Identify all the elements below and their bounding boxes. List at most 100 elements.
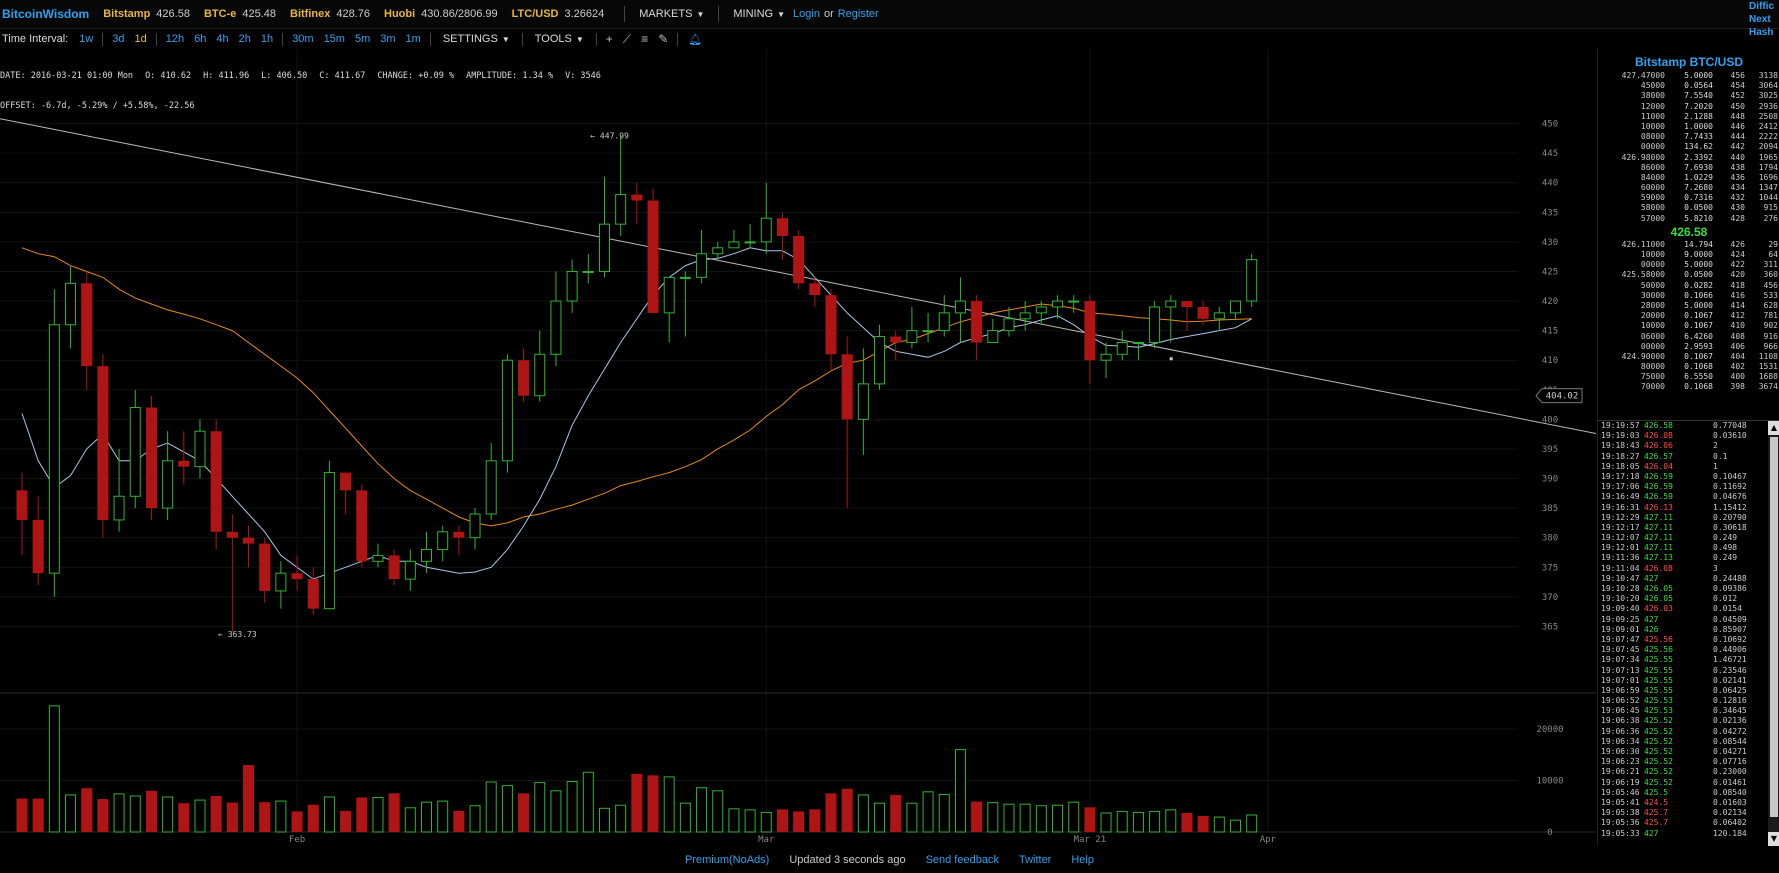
horizontal-lines-icon[interactable]: ≡ <box>641 32 649 46</box>
trade-amount: 0.01461 <box>1713 777 1747 787</box>
mining-menu[interactable]: MINING ▼ <box>733 8 786 20</box>
interval-1h[interactable]: 1h <box>260 33 274 45</box>
bid-row[interactable]: 10000 0.1067 410 902 <box>1598 321 1779 331</box>
premium-link[interactable]: Premium(NoAds) <box>685 853 770 866</box>
bid-row[interactable]: 80000 0.1068 402 1531 <box>1598 362 1779 372</box>
bid-row[interactable]: 75000 6.5550 400 1688 <box>1598 372 1779 382</box>
interval-12h[interactable]: 12h <box>165 33 185 45</box>
interval-15m[interactable]: 15m <box>323 33 345 45</box>
exchange-ticker-bitfinex[interactable]: Bitfinex 428.76 <box>290 8 370 20</box>
bid-row[interactable]: 70000 0.1068 398 3674 <box>1598 382 1779 392</box>
register-link[interactable]: Register <box>837 8 879 20</box>
ask-row[interactable]: 45000 0.0564 454 3064 <box>1598 81 1779 91</box>
trade-price: 427.11 <box>1644 512 1673 522</box>
trade-history[interactable]: 19:19:57 426.58 0.77048 19:19:03 426.08 0.036… <box>1598 420 1779 846</box>
bid-row[interactable]: 424.90000 0.1067 404 1108 <box>1598 352 1779 362</box>
next-tab[interactable]: Next <box>1749 14 1771 25</box>
interval-30m[interactable]: 30m <box>292 33 314 45</box>
trade-price: 426.59 <box>1644 492 1673 502</box>
interval-6h[interactable]: 6h <box>194 33 207 45</box>
caret-down-icon: ▼ <box>777 10 786 19</box>
ask-row[interactable]: 11000 2.1288 448 2508 <box>1598 112 1779 122</box>
bid-row[interactable]: 425.58000 0.0500 420 360 <box>1598 270 1779 280</box>
candle <box>81 271 93 390</box>
orderbook-cell: 6.4260 <box>1684 331 1713 341</box>
hashrate-tab[interactable]: Hash <box>1749 27 1774 38</box>
trade-row: 19:07:01 425.55 0.02141 <box>1598 676 1779 686</box>
scroll-up-icon[interactable]: ▲ <box>1768 421 1779 435</box>
interval-3d[interactable]: 3d <box>112 33 125 45</box>
ask-row[interactable]: 427.47000 5.0000 456 3138 <box>1598 71 1779 81</box>
bell-icon[interactable]: 🔔︎ <box>688 33 703 46</box>
candle <box>890 330 902 361</box>
volume-bar <box>987 802 999 833</box>
trade-price: 426 <box>1644 624 1659 634</box>
trend-line <box>0 118 1596 435</box>
ask-row[interactable]: 426.98000 2.3392 440 1965 <box>1598 153 1779 163</box>
trade-row: 19:05:46 425.5 0.08540 <box>1598 788 1779 798</box>
bid-row[interactable]: 28000 5.0000 414 628 <box>1598 301 1779 311</box>
help-link[interactable]: Help <box>1071 853 1094 866</box>
volume-bar <box>372 796 384 833</box>
scroll-down-icon[interactable]: ▼ <box>1768 832 1779 846</box>
draw-line-icon[interactable]: ⟋ <box>622 31 632 46</box>
bid-row[interactable]: 00000 5.0000 422 311 <box>1598 260 1779 270</box>
price-chart[interactable]: 3653703753803853903954004054104154204254… <box>0 49 1596 846</box>
twitter-link[interactable]: Twitter <box>1018 853 1052 866</box>
markets-menu[interactable]: MARKETS ▼ <box>639 8 705 20</box>
trade-price: 425.52 <box>1644 736 1673 746</box>
candle-body <box>534 353 546 397</box>
interval-3m[interactable]: 3m <box>380 33 396 45</box>
ma-slow-line <box>21 247 1252 527</box>
bid-row[interactable]: 426.11000 14.794 426 29 <box>1598 240 1779 250</box>
scroll-thumb[interactable] <box>1770 437 1778 817</box>
ask-row[interactable]: 58000 0.0500 430 915 <box>1598 203 1779 213</box>
bid-row[interactable]: 50000 0.0282 418 456 <box>1598 281 1779 291</box>
exchange-ticker-huobi[interactable]: Huobi 430.86/2806.99 <box>384 8 498 20</box>
tools-menu[interactable]: TOOLS ▼ <box>534 33 584 45</box>
interval-1w[interactable]: 1w <box>79 33 94 45</box>
interval-1m[interactable]: 1m <box>405 33 421 45</box>
interval-1d[interactable]: 1d <box>134 33 147 45</box>
bid-row[interactable]: 20000 0.1067 412 781 <box>1598 311 1779 321</box>
exchange-ticker-bitstamp[interactable]: Bitstamp 426.58 <box>103 8 190 20</box>
orderbook-cell: 416 <box>1730 290 1745 300</box>
ask-row[interactable]: 12000 7.2020 450 2936 <box>1598 102 1779 112</box>
trade-time: 19:07:45 <box>1601 645 1640 655</box>
bid-row[interactable]: 30000 0.1066 416 533 <box>1598 291 1779 301</box>
interval-2h[interactable]: 2h <box>238 33 251 45</box>
ask-row[interactable]: 84000 1.0229 436 1696 <box>1598 173 1779 183</box>
trade-row: 19:17:06 426.59 0.11692 <box>1598 482 1779 492</box>
volume-bar <box>728 808 740 833</box>
ask-row[interactable]: 00000 134.62 442 2094 <box>1598 142 1779 152</box>
orderbook-cell: 45000 <box>1640 81 1665 91</box>
pencil-icon[interactable]: ✎ <box>658 32 669 46</box>
settings-menu[interactable]: SETTINGS ▼ <box>442 33 510 45</box>
bid-row[interactable]: 06000 6.4260 408 916 <box>1598 332 1779 342</box>
ask-row[interactable]: 38000 7.5540 452 3025 <box>1598 91 1779 101</box>
exchange-ticker-btce[interactable]: BTC-e 425.48 <box>203 8 276 20</box>
login-link[interactable]: Login <box>793 8 820 20</box>
exchange-ticker-ltcusd[interactable]: LTC/USD 3.26624 <box>511 8 605 20</box>
interval-5m[interactable]: 5m <box>354 33 371 45</box>
bid-row[interactable]: 10000 9.0000 424 64 <box>1598 250 1779 260</box>
ask-row[interactable]: 10000 1.0000 446 2412 <box>1598 122 1779 132</box>
crosshair-icon[interactable]: + <box>605 32 613 46</box>
ask-row[interactable]: 59000 0.7316 432 1044 <box>1598 193 1779 203</box>
price-tick-label: 365 <box>1542 622 1558 632</box>
trade-time: 19:18:43 <box>1601 441 1640 451</box>
ask-row[interactable]: 08000 7.7433 444 2222 <box>1598 132 1779 142</box>
price-tick-label: 375 <box>1542 563 1558 573</box>
candle-body <box>1181 301 1193 307</box>
send-feedback-link[interactable]: Send feedback <box>925 853 999 866</box>
bid-row[interactable]: 00000 2.9593 406 966 <box>1598 342 1779 352</box>
ask-row[interactable]: 57000 5.8210 428 276 <box>1598 214 1779 224</box>
difficulty-tab[interactable]: Diffic <box>1749 1 1774 12</box>
site-logo[interactable]: BitcoinWisdom <box>2 7 90 21</box>
ask-row[interactable]: 86000 7.6930 438 1794 <box>1598 163 1779 173</box>
orderbook-cell: 444 <box>1730 132 1745 142</box>
ask-row[interactable]: 60000 7.2680 434 1347 <box>1598 183 1779 193</box>
trade-scrollbar[interactable]: ▲ ▼ <box>1768 421 1779 846</box>
candle <box>97 354 109 538</box>
interval-4h[interactable]: 4h <box>216 33 229 45</box>
